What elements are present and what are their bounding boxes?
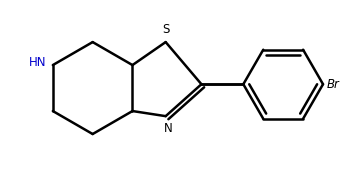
Text: Br: Br [327, 78, 340, 91]
Text: N: N [164, 122, 173, 135]
Text: S: S [162, 23, 169, 36]
Text: HN: HN [29, 56, 47, 69]
